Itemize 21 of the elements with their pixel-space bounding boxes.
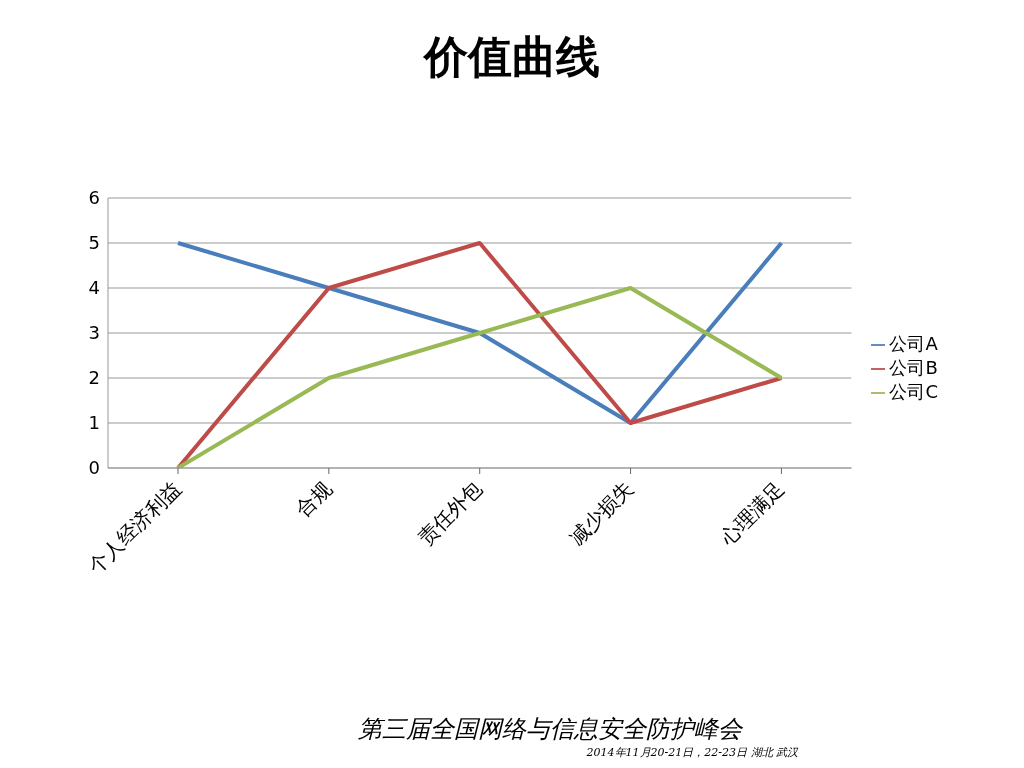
y-tick-label: 4 [88,277,100,299]
chart-title: 价值曲线 [422,30,601,84]
legend-label: 公司B [889,357,938,378]
legend-label: 公司A [889,333,938,354]
x-tick-label: 个人经济利益 [83,476,186,579]
y-tick-label: 2 [88,367,100,389]
x-tick-label: 合规 [291,476,337,522]
legend-label: 公司C [889,381,938,402]
text: 第三届全国网络与信息安全防护峰会 [358,714,744,745]
line-series [176,241,784,468]
text: 2014年11月20-21日，22-23日 湖北 武汉 [585,745,798,760]
line-series [176,286,784,468]
x-tick-label: 责任外包 [413,476,488,550]
y-tick-label: 6 [88,187,100,209]
y-tick-label: 0 [88,457,100,479]
x-tick-label: 心理满足 [714,476,789,551]
x-tick-label: 减少损失 [564,476,638,550]
line-series [176,241,784,425]
y-tick-label: 1 [88,412,100,434]
y-tick-label: 5 [88,232,100,254]
y-tick-label: 3 [88,322,100,344]
